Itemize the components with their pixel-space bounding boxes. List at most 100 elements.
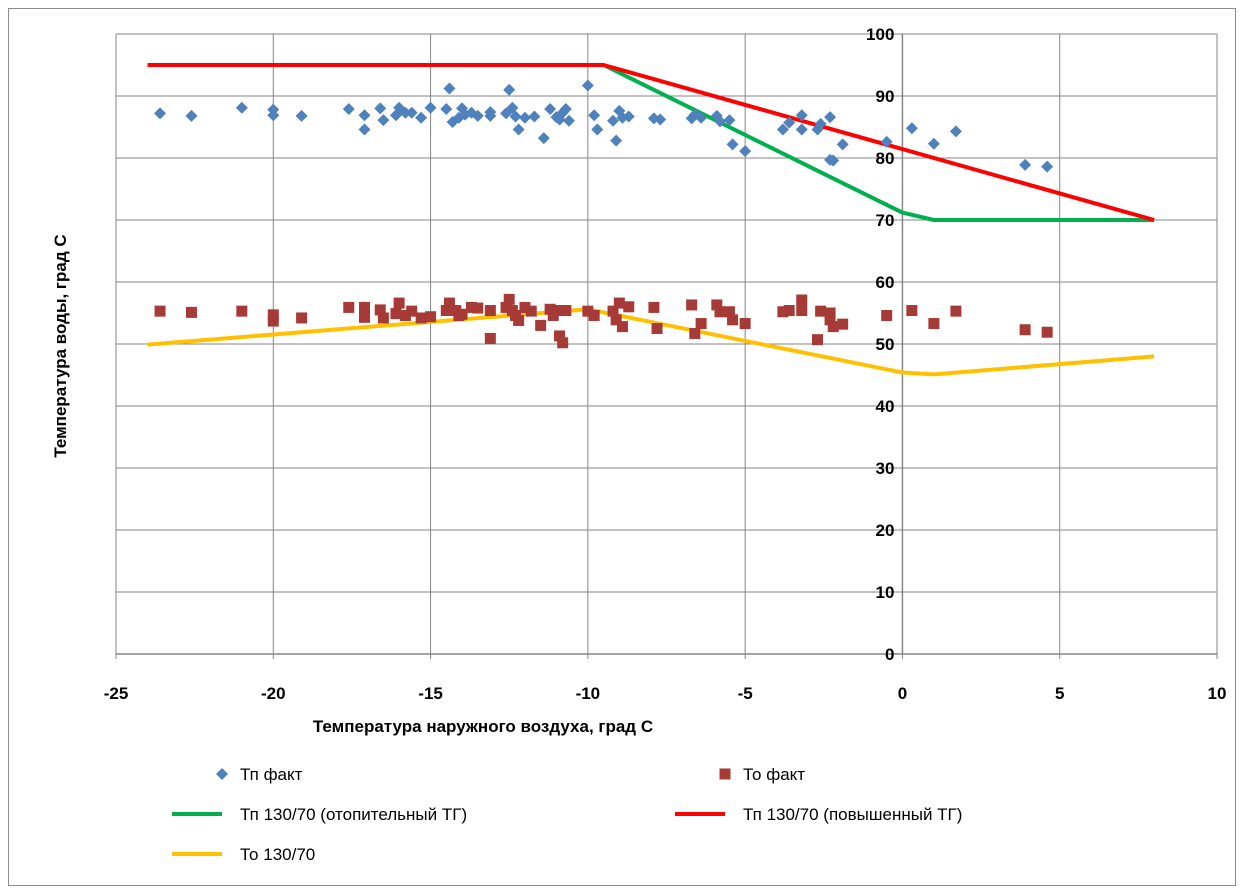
data-point (503, 293, 515, 305)
data-point (236, 305, 248, 317)
x-tick-label: -5 (738, 684, 753, 703)
data-point (503, 83, 516, 96)
data-point (689, 327, 701, 339)
data-point (399, 106, 412, 119)
data-point (267, 315, 279, 327)
x-tick-label: -15 (418, 684, 443, 703)
data-point (512, 123, 525, 136)
data-point (399, 309, 411, 321)
data-point (610, 134, 623, 147)
series-line (147, 63, 1155, 222)
data-point (776, 123, 789, 136)
data-point (651, 323, 663, 334)
data-point (267, 109, 280, 122)
data-point (881, 309, 893, 321)
legend-label: Тп факт (240, 765, 303, 784)
data-point (588, 309, 600, 321)
data-point (425, 311, 437, 323)
data-point (443, 297, 455, 309)
data-point (582, 305, 594, 317)
data-point (623, 301, 635, 313)
data-point (377, 312, 389, 324)
data-point (509, 110, 522, 123)
data-point (484, 305, 496, 317)
data-point (544, 103, 557, 116)
data-point (795, 123, 808, 136)
plot-series (147, 63, 1155, 377)
data-point (415, 111, 428, 124)
y-tick-label: 70 (876, 211, 895, 230)
data-point (1019, 324, 1031, 336)
data-point (613, 297, 625, 309)
data-point (928, 318, 940, 330)
data-point (472, 302, 484, 314)
data-point (185, 109, 198, 122)
legend-marker (216, 768, 228, 780)
series-line (602, 63, 1155, 222)
data-point (443, 82, 456, 95)
legend-label: Тп 130/70 (повышенный ТГ) (743, 805, 962, 824)
data-point (359, 311, 371, 323)
data-point (796, 294, 808, 306)
data-point (267, 309, 279, 321)
x-tick-label: 5 (1055, 684, 1064, 703)
data-point (513, 314, 525, 326)
data-point (607, 114, 620, 127)
data-point (440, 305, 452, 317)
x-tick-label: 10 (1208, 684, 1227, 703)
data-point (723, 306, 735, 318)
data-point (723, 114, 736, 127)
data-point (726, 138, 739, 151)
data-point (390, 308, 402, 320)
data-point (519, 301, 531, 313)
data-point (686, 299, 698, 311)
data-point (518, 111, 531, 124)
series-line (147, 307, 1155, 377)
y-tick-label: 30 (876, 459, 895, 478)
data-point (796, 305, 808, 317)
y-tick-label: 0 (885, 645, 894, 664)
data-point (358, 123, 371, 136)
legend: Тп факт То факт Тп 130/70 (отопительный ТГ… (172, 765, 962, 864)
data-point (406, 305, 418, 317)
data-point (837, 318, 849, 330)
data-point (405, 106, 418, 119)
data-point (465, 301, 477, 313)
data-point (359, 301, 371, 313)
data-point (714, 306, 726, 318)
data-point (824, 307, 836, 319)
data-point (1019, 158, 1032, 171)
y-tick-label: 80 (876, 149, 895, 168)
data-point (456, 308, 468, 320)
data-point (557, 337, 569, 349)
data-point (727, 314, 739, 326)
data-point (695, 111, 708, 124)
data-point (415, 312, 427, 324)
data-point (949, 125, 962, 138)
data-point (440, 103, 453, 116)
data-point (695, 318, 707, 330)
axes (115, 33, 1218, 659)
data-point (554, 330, 566, 342)
y-tick-label: 90 (876, 87, 895, 106)
data-point (374, 102, 387, 115)
data-point (296, 312, 308, 324)
x-tick-label: -10 (576, 684, 601, 703)
data-point (836, 138, 849, 151)
data-point (814, 117, 827, 130)
data-point (484, 332, 496, 344)
data-point (795, 109, 808, 122)
data-point (559, 103, 572, 116)
data-point (654, 113, 667, 126)
legend-label: То 130/70 (240, 845, 315, 864)
data-point (424, 101, 437, 114)
data-point (471, 109, 484, 122)
data-point (1041, 326, 1053, 338)
data-point (500, 301, 512, 313)
data-point (185, 306, 197, 318)
data-point (783, 116, 796, 129)
data-point (777, 306, 789, 318)
data-point (824, 111, 837, 124)
data-point (711, 299, 723, 311)
tick-labels: 0 10 20 30 40 50 60 70 80 90 100 -25 -20 -15 -10 -5 0 5 10 (104, 25, 1227, 703)
